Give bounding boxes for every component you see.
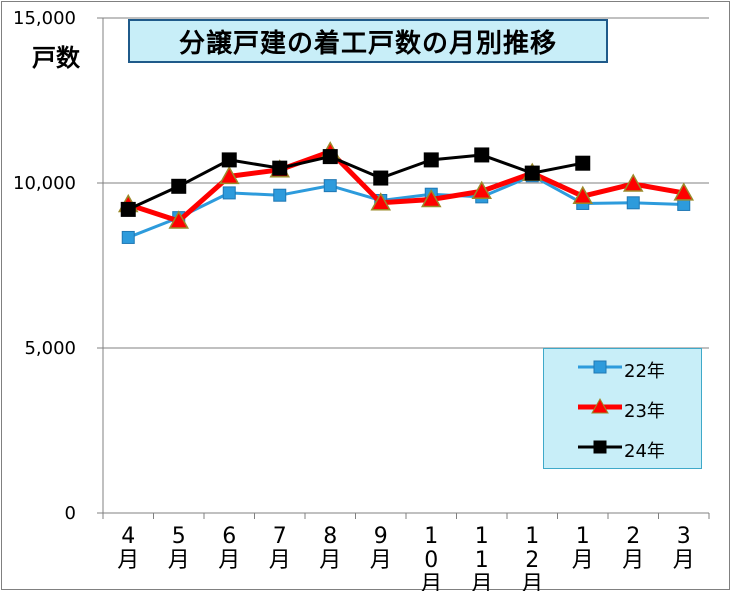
legend-swatch (578, 397, 622, 414)
data-point (471, 180, 493, 199)
data-point (626, 196, 640, 210)
legend-item: 22年 (544, 355, 703, 382)
y-tick-label: 10,000 (13, 173, 76, 194)
data-point (474, 147, 490, 163)
legend-marker (593, 360, 607, 374)
y-tick-label: 0 (65, 503, 76, 524)
chart-title: 分譲戸建の着工戸数の月別推移 (128, 19, 608, 63)
legend-swatch (578, 440, 622, 454)
data-point (673, 182, 695, 201)
data-point (272, 160, 288, 176)
y-axis-label: 戸数 (32, 44, 80, 72)
legend-label: 22年 (624, 361, 665, 382)
data-point (622, 173, 644, 192)
data-point (121, 230, 135, 244)
data-point (218, 165, 240, 185)
series-line (127, 153, 584, 211)
y-tick-label: 5,000 (24, 338, 76, 359)
legend-item: 23年 (544, 395, 703, 422)
data-point (221, 152, 237, 168)
data-point (168, 210, 190, 229)
series-22年 (121, 169, 691, 244)
data-point (423, 152, 439, 168)
data-point (222, 186, 236, 200)
series-23年 (117, 141, 695, 229)
legend-swatch (578, 360, 622, 374)
data-point (273, 188, 287, 202)
data-point (370, 192, 392, 211)
chart-legend: 22年 23年 24年 (543, 348, 702, 469)
series-line (127, 174, 684, 239)
y-tick-label: 15,000 (13, 8, 76, 29)
data-point (572, 185, 594, 204)
data-point (323, 179, 337, 193)
data-point (420, 188, 442, 208)
data-point (373, 170, 389, 186)
data-point (120, 201, 136, 217)
data-point (575, 155, 591, 171)
data-point (322, 149, 338, 165)
series-line (127, 149, 685, 224)
legend-label: 23年 (624, 401, 665, 422)
legend-label: 24年 (624, 441, 665, 462)
series-24年 (120, 147, 591, 217)
legend-marker (593, 440, 607, 454)
legend-marker (591, 397, 609, 414)
data-point (524, 165, 540, 181)
legend-item: 24年 (544, 435, 703, 462)
data-point (171, 178, 187, 194)
